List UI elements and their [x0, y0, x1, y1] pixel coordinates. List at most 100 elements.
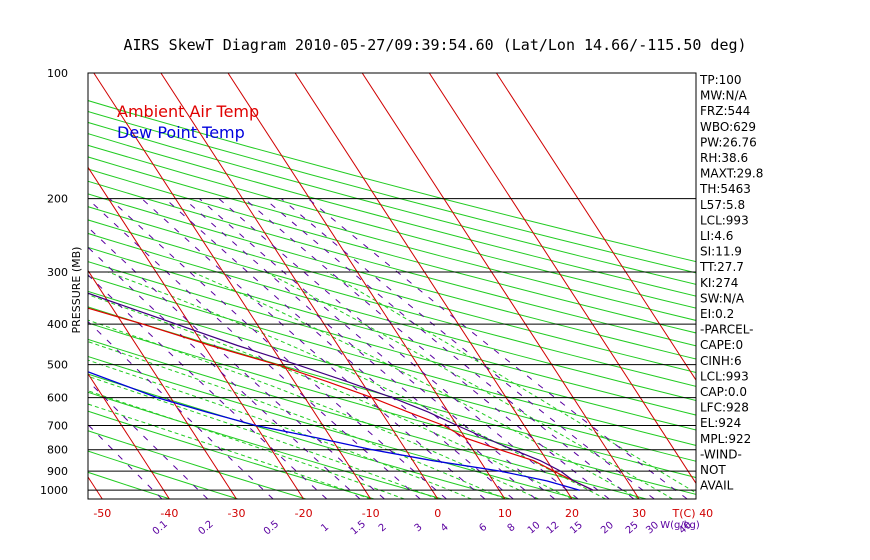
- mixing-ratio-tick-label: 0.2: [196, 519, 215, 538]
- dry-adiabat: [88, 180, 696, 347]
- bottom-temp-tick-label: 30: [632, 507, 646, 520]
- index-entry: WBO:629: [700, 120, 756, 134]
- bottom-temp-tick-label: -50: [93, 507, 111, 520]
- dry-adiabat: [88, 338, 647, 499]
- index-entry: -PARCEL-: [700, 323, 754, 337]
- dry-adiabat: [88, 246, 696, 416]
- dry-adiabat: [88, 232, 696, 402]
- isotherm: [0, 73, 35, 499]
- isotherm: [88, 166, 305, 499]
- moist-adiabat: [88, 390, 405, 499]
- index-entry: RH:38.6: [700, 151, 748, 165]
- parcel-path-line: [88, 292, 594, 491]
- index-entry: MAXT:29.8: [700, 167, 763, 181]
- mixing-ratio-line: [183, 198, 537, 499]
- index-entry: SW:N/A: [700, 291, 745, 305]
- dry-adiabat: [88, 168, 696, 334]
- mixing-ratio-line: [88, 274, 328, 499]
- legend-entry: Dew Point Temp: [117, 123, 245, 142]
- index-entry: LCL:993: [700, 369, 749, 383]
- index-entry: MW:N/A: [700, 89, 748, 103]
- moist-adiabat: [88, 319, 539, 499]
- pressure-tick-label: 600: [47, 392, 68, 405]
- isotherm: [160, 73, 439, 499]
- ambient-air-temp-line: [88, 307, 594, 491]
- mixing-ratio-tick-label: 2: [377, 522, 389, 535]
- mixing-ratio-line: [141, 198, 486, 499]
- mixing-ratio-line: [199, 198, 555, 499]
- dry-adiabat: [88, 322, 696, 495]
- pressure-tick-label: 300: [47, 266, 68, 279]
- plot-frame: [87, 72, 697, 500]
- dew-point-temp-line: [88, 371, 580, 491]
- moist-adiabat: [326, 271, 696, 494]
- isotherm: [227, 73, 506, 499]
- mixing-ratio-tick-label: 8: [506, 522, 518, 535]
- isotherm: [88, 372, 170, 499]
- index-entry: CAPE:0: [700, 338, 743, 352]
- mixing-ratio-line: [88, 380, 209, 499]
- isotherm: [428, 73, 696, 485]
- dry-adiabat: [88, 110, 696, 274]
- index-entry: AVAIL: [700, 479, 734, 493]
- isotherm: [93, 73, 372, 499]
- pressure-tick-label: 800: [47, 444, 68, 457]
- mixing-ratio-line: [280, 198, 655, 499]
- dry-adiabat: [88, 450, 239, 499]
- isotherm: [294, 73, 573, 499]
- index-entry: L57:5.8: [700, 198, 745, 212]
- moist-adiabat: [88, 359, 472, 499]
- index-entry: TP:100: [699, 73, 742, 87]
- dry-adiabat: [88, 355, 579, 499]
- index-entry: SI:11.9: [700, 245, 742, 259]
- mixing-ratio-tick-label: 10: [526, 520, 543, 537]
- dry-adiabat: [88, 100, 696, 263]
- mixing-ratio-tick-label: 6: [477, 522, 489, 535]
- guide-lines: [0, 73, 696, 499]
- dry-adiabat: [88, 193, 696, 360]
- index-entry: LFC:928: [700, 401, 749, 415]
- isotherm: [88, 476, 103, 499]
- index-entry: EI:0.2: [700, 307, 734, 321]
- dry-adiabat: [88, 206, 696, 373]
- mixing-ratio-tick-label: 4: [439, 522, 451, 535]
- mixing-ratio-tick-label: 1.5: [349, 519, 368, 538]
- bottom-temp-tick-label: 40: [699, 507, 713, 520]
- index-entry: -WIND-: [700, 447, 742, 461]
- mixing-ratio-tick-label: 0.5: [262, 519, 281, 538]
- bottom-temp-tick-label: -30: [228, 507, 246, 520]
- dry-adiabat: [88, 261, 696, 431]
- index-entry: MPL:922: [700, 432, 751, 446]
- pressure-tick-label: 400: [47, 318, 68, 331]
- dry-adiabat: [88, 144, 696, 309]
- pressure-tick-label: 500: [47, 359, 68, 372]
- mixing-ratio-axis-label: W(g/kg): [660, 520, 700, 531]
- pressure-tick-label: 700: [47, 420, 68, 433]
- pressure-tick-label: 200: [47, 193, 68, 206]
- mixing-ratio-line: [164, 198, 514, 499]
- isotherm: [495, 73, 696, 381]
- mixing-ratio-tick-label: 0.1: [151, 519, 170, 538]
- chart-title: AIRS SkewT Diagram 2010-05-27/09:39:54.6…: [123, 36, 747, 54]
- dry-adiabat: [88, 219, 696, 387]
- pressure-tick-label: 100: [47, 67, 68, 80]
- dry-adiabat: [88, 156, 696, 321]
- index-entry: PW:26.76: [700, 135, 757, 149]
- mixing-ratio-line: [307, 198, 688, 499]
- dry-adiabat: [88, 121, 696, 285]
- isotherm: [88, 269, 237, 499]
- moist-adiabat: [88, 375, 438, 499]
- dry-adiabat: [88, 410, 375, 499]
- mixing-ratio-tick-label: 1: [319, 522, 331, 535]
- pressure-tick-label: 900: [47, 465, 68, 478]
- moist-adiabat: [88, 341, 506, 499]
- dry-adiabat: [88, 133, 696, 297]
- bottom-temp-tick-label: -20: [295, 507, 313, 520]
- mixing-ratio-line: [243, 198, 610, 499]
- index-entry: KI:274: [700, 276, 738, 290]
- moist-adiabat: [108, 271, 606, 499]
- moist-adiabat: [88, 403, 371, 499]
- mixing-ratio-line: [264, 198, 635, 499]
- dry-adiabat: [88, 275, 696, 446]
- dry-adiabat: [88, 290, 696, 462]
